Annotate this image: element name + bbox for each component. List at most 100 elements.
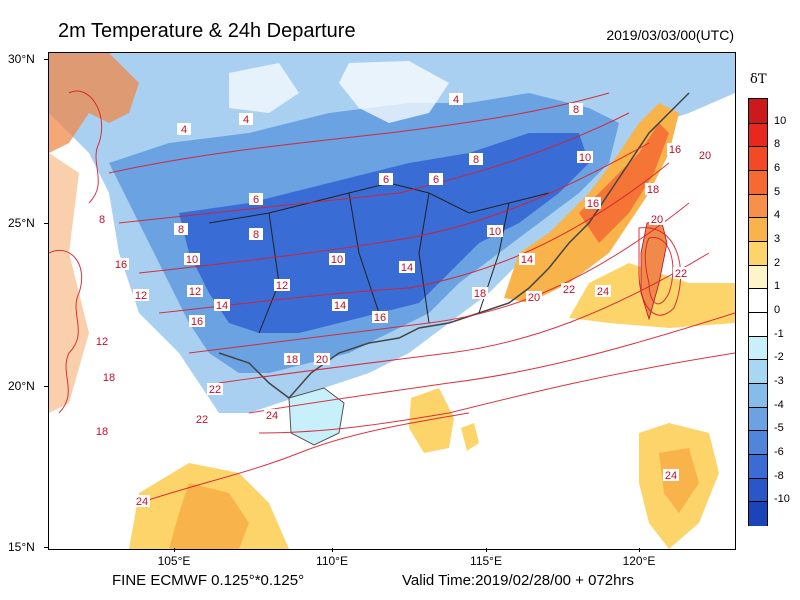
contour-label: 24	[136, 496, 148, 508]
contour-label: 8	[473, 154, 479, 166]
colorbar-label: -1	[774, 327, 784, 340]
x-axis-label: 115°E	[470, 554, 502, 568]
colorbar-swatch	[749, 454, 767, 480]
contour-label: 24	[665, 470, 677, 482]
contour-label: 10	[186, 254, 198, 266]
colorbar-label: 0	[774, 304, 781, 316]
colorbar	[748, 98, 768, 527]
colorbar-swatch	[749, 170, 767, 196]
contour-label: 18	[96, 426, 108, 438]
map-title: 2m Temperature & 24h Departure	[58, 20, 356, 42]
contour-label: 18	[474, 288, 486, 300]
colorbar-label: 4	[774, 209, 781, 222]
white-patch-2	[229, 63, 299, 113]
colorbar-swatch	[749, 264, 767, 290]
contour-label: 20	[699, 150, 711, 162]
colorbar-swatch	[749, 122, 767, 148]
y-tick	[44, 386, 48, 387]
contour-label: 12	[189, 286, 201, 298]
colorbar-label: -8	[774, 469, 784, 482]
contour-label: 6	[253, 194, 259, 206]
colorbar-swatch	[749, 501, 767, 527]
contour-label: 18	[103, 372, 115, 384]
colorbar-label: -10	[774, 493, 790, 506]
colorbar-label: -2	[774, 351, 784, 364]
colorbar-swatch	[749, 241, 767, 267]
warm-area-west	[49, 53, 139, 153]
colorbar-swatch	[749, 383, 767, 409]
contour-label: 16	[374, 312, 386, 324]
contour-label: 12	[96, 336, 108, 348]
contour-label: 4	[181, 124, 187, 136]
contour-label: 8	[573, 104, 579, 116]
colorbar-swatch	[749, 359, 767, 385]
contour-label: 4	[243, 114, 249, 126]
contour-label: 10	[489, 226, 501, 238]
x-tick	[639, 548, 640, 552]
contour-label: 14	[401, 262, 413, 274]
warm-area-east-2	[579, 123, 669, 243]
y-axis-label: 25°N	[8, 216, 35, 230]
contour-label: 6	[383, 174, 389, 186]
colorbar-label: -3	[774, 375, 784, 387]
x-tick	[332, 548, 333, 552]
contour-label: 8	[178, 224, 184, 236]
colorbar-label: 3	[774, 233, 781, 245]
colorbar-swatch	[749, 193, 767, 219]
y-tick	[44, 223, 48, 224]
colorbar-title: δT	[750, 72, 767, 87]
colorbar-swatch	[749, 217, 767, 243]
contour-label: 12	[276, 280, 288, 292]
contour-label: 22	[675, 268, 687, 280]
temperature-contours	[49, 90, 735, 504]
x-axis-label: 105°E	[157, 554, 191, 568]
colorbar-label: -6	[774, 446, 784, 458]
contour-label: 16	[587, 198, 599, 210]
x-axis-label: 110°E	[316, 554, 348, 568]
contour-label: 12	[135, 290, 147, 302]
contour-label: 16	[669, 144, 681, 156]
contour-label: 8	[253, 229, 259, 241]
contour-label: 22	[209, 384, 221, 396]
contour-label: 14	[521, 254, 533, 266]
valid-time-label: Valid Time:2019/02/28/00 + 072hrs	[402, 572, 634, 589]
contour-label: 18	[647, 184, 659, 196]
valid-time: 2019/03/03/00(UTC)	[606, 27, 734, 43]
contour-label: 16	[191, 316, 203, 328]
x-tick	[486, 548, 487, 552]
map-canvas: 4 4 6 8 8 10 10 12 14 16 18 20 22 24 6 8…	[49, 53, 735, 549]
colorbar-label: 5	[774, 185, 781, 198]
map-panel[interactable]: 4 4 6 8 8 10 10 12 14 16 18 20 22 24 6 8…	[48, 52, 736, 550]
contour-label: 24	[597, 286, 609, 298]
contour-label: 14	[334, 300, 346, 312]
colorbar-swatch	[749, 312, 767, 338]
colorbar-swatch	[749, 406, 767, 432]
contour-label: 16	[115, 259, 127, 271]
colorbar-label: 8	[774, 138, 781, 151]
x-axis-label: 120°E	[622, 554, 656, 568]
contour-label: 6	[433, 174, 439, 186]
contour-label: 10	[331, 254, 343, 266]
contour-label: 8	[99, 214, 105, 226]
contour-label-layer: 4 4 6 8 8 10 10 12 14 16 18 20 22 24 6 8…	[94, 93, 713, 508]
contour-label: 20	[651, 214, 663, 226]
x-tick	[174, 548, 175, 552]
colorbar-swatch	[749, 146, 767, 172]
white-patch-1	[339, 61, 449, 123]
colorbar-swatch	[749, 99, 767, 124]
colorbar-label: 1	[774, 280, 781, 293]
contour-label: 18	[286, 354, 298, 366]
y-tick	[44, 59, 48, 60]
warm-area-west-2	[49, 153, 89, 413]
warm-patch-sea-1	[409, 388, 454, 453]
colorbar-label: -4	[774, 398, 784, 411]
y-tick	[44, 547, 48, 548]
hainan-island	[288, 387, 345, 446]
contour-label: 10	[579, 152, 591, 164]
colorbar-label: 2	[774, 256, 781, 269]
contour-label: 4	[453, 94, 459, 106]
contour-label: 24	[266, 410, 278, 422]
contour-label: 22	[196, 414, 208, 426]
colorbar-label: -5	[774, 422, 784, 435]
colorbar-swatch	[749, 335, 767, 361]
